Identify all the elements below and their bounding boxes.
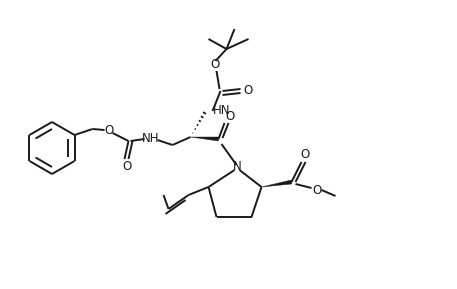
Text: N: N [233,160,242,173]
Text: O: O [312,184,321,197]
Text: HN: HN [213,105,230,118]
Text: O: O [243,84,252,97]
Text: O: O [210,58,219,71]
Text: O: O [104,125,113,138]
Text: O: O [122,160,131,173]
Polygon shape [191,137,218,141]
Polygon shape [261,180,292,187]
Text: NH: NH [142,132,159,145]
Text: O: O [300,147,309,160]
Text: O: O [225,110,234,123]
